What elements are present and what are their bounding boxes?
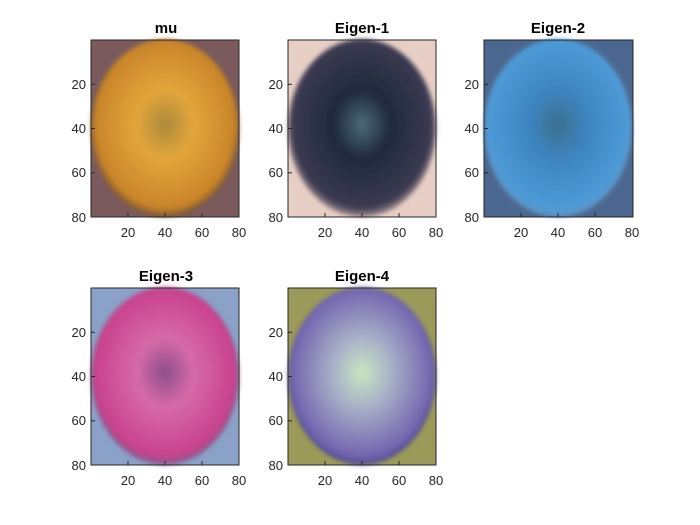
x-tick-label: 80 — [232, 225, 246, 240]
y-tick-label: 40 — [269, 121, 283, 136]
panel-image — [91, 39, 239, 217]
panel-title: mu — [155, 20, 178, 37]
panel-eigen-4: Eigen-4 20 40 60 80 20 40 60 80 — [269, 268, 444, 488]
image-fruit — [484, 39, 632, 217]
x-tick-label: 80 — [429, 225, 443, 240]
y-tick-label: 60 — [72, 165, 86, 180]
y-tick-label: 60 — [72, 413, 86, 428]
panel-mu: mu 20 40 60 80 20 40 60 80 — [72, 20, 247, 240]
panel-eigen-2: Eigen-2 20 40 60 80 20 40 60 80 — [465, 20, 640, 240]
panel-image — [484, 39, 633, 217]
image-fruit — [91, 287, 239, 465]
y-tick-label: 20 — [72, 325, 86, 340]
x-tick-label: 80 — [429, 473, 443, 488]
panel-title: Eigen-1 — [335, 20, 389, 37]
y-tick-label: 20 — [269, 325, 283, 340]
y-tick-label: 80 — [72, 210, 86, 225]
panel-image — [288, 287, 436, 465]
y-tick-label: 80 — [465, 210, 479, 225]
x-tick-label: 60 — [392, 225, 406, 240]
y-tick-label: 80 — [72, 458, 86, 473]
panel-title: Eigen-4 — [335, 268, 390, 285]
x-tick-label: 20 — [318, 473, 332, 488]
y-tick-label: 40 — [269, 369, 283, 384]
x-tick-label: 20 — [121, 473, 135, 488]
y-tick-label: 40 — [72, 369, 86, 384]
y-tick-label: 80 — [269, 210, 283, 225]
y-tick-label: 80 — [269, 458, 283, 473]
y-tick-label: 60 — [269, 165, 283, 180]
x-tick-label: 40 — [158, 473, 172, 488]
image-fruit — [288, 287, 436, 465]
x-tick-label: 80 — [232, 473, 246, 488]
x-tick-label: 60 — [392, 473, 406, 488]
panel-title: Eigen-2 — [531, 20, 585, 37]
panel-eigen-3: Eigen-3 20 40 60 80 20 40 60 80 — [72, 268, 247, 488]
x-tick-label: 60 — [195, 473, 209, 488]
y-tick-label: 20 — [465, 77, 479, 92]
x-tick-label: 40 — [551, 225, 565, 240]
image-fruit — [91, 39, 239, 217]
x-tick-label: 60 — [195, 225, 209, 240]
panel-title: Eigen-3 — [139, 268, 193, 285]
y-tick-label: 60 — [465, 165, 479, 180]
panel-image — [288, 39, 436, 217]
x-tick-label: 60 — [588, 225, 602, 240]
x-tick-label: 20 — [121, 225, 135, 240]
y-tick-label: 40 — [72, 121, 86, 136]
x-tick-label: 40 — [355, 473, 369, 488]
x-tick-label: 20 — [318, 225, 332, 240]
panel-image — [91, 287, 239, 465]
panel-eigen-1: Eigen-1 20 40 60 80 20 40 60 80 — [269, 20, 444, 240]
x-tick-label: 40 — [158, 225, 172, 240]
y-tick-label: 60 — [269, 413, 283, 428]
image-fruit — [288, 39, 436, 217]
x-tick-label: 20 — [514, 225, 528, 240]
y-tick-label: 20 — [72, 77, 86, 92]
x-tick-label: 80 — [625, 225, 639, 240]
y-tick-label: 40 — [465, 121, 479, 136]
y-tick-label: 20 — [269, 77, 283, 92]
x-tick-label: 40 — [355, 225, 369, 240]
